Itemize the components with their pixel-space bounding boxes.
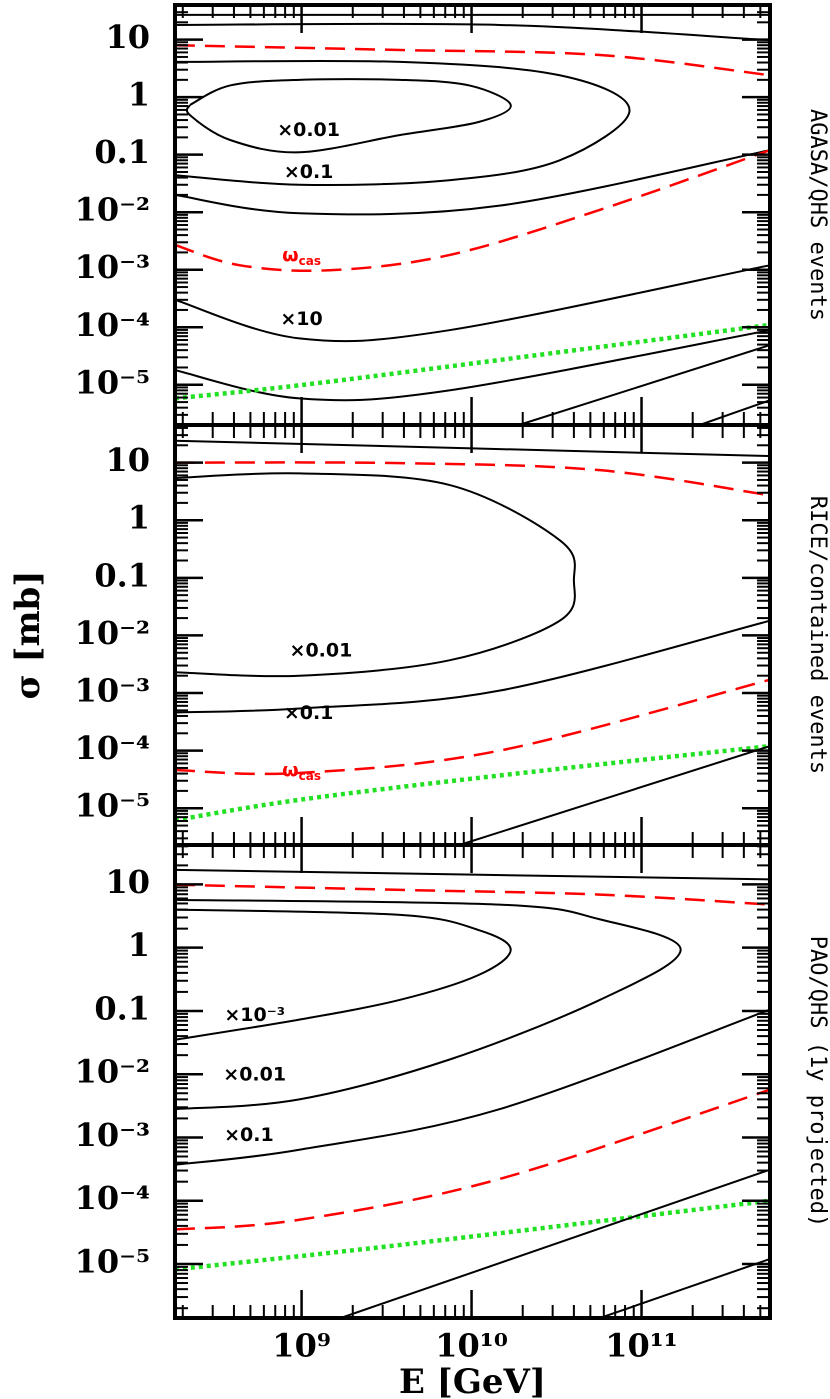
y-tick-label: 0.1: [94, 556, 150, 594]
contour-line: [175, 1088, 770, 1231]
annotation-text: ×10⁻³: [224, 1003, 285, 1025]
contour-line: [175, 619, 770, 714]
contour-line: [185, 78, 512, 154]
plot-area: [175, 439, 770, 845]
contour-line: [175, 322, 770, 401]
y-tick-label: 10: [105, 18, 150, 56]
contour-line: [175, 148, 770, 273]
panel: 10 1 0.1 10⁻² 10⁻³ 10⁻⁴ 10⁻⁵ ×0.01 ×0.1 ωcas RICE/…: [8, 423, 830, 847]
y-tick-label: 10⁻⁵: [75, 363, 150, 401]
contour-line: [175, 59, 631, 186]
annotation-text: ×0.1: [284, 161, 334, 183]
contour-line: [175, 898, 682, 1111]
panel-title: PAO/QHS (1y projected): [805, 936, 830, 1227]
annotation: ×10⁻³: [224, 1003, 285, 1025]
annotation: ×0.1: [224, 1123, 274, 1145]
plot-frame: [173, 843, 772, 1320]
y-tick-label: 10⁻⁵: [75, 1242, 150, 1280]
contour-line: [175, 1008, 770, 1166]
y-tick-label: 1: [128, 926, 150, 964]
annotation: ×0.01: [277, 118, 340, 140]
contour-line: [175, 908, 512, 1041]
y-tick-label: 10⁻⁴: [75, 1179, 150, 1217]
contour-line: [518, 344, 770, 425]
annotation: ωcas: [282, 244, 321, 268]
contour-line: [175, 149, 770, 216]
y-tick-label: 10⁻²: [75, 1053, 150, 1091]
annotation-subscript: cas: [299, 769, 321, 783]
y-tick-label: 0.1: [94, 989, 150, 1027]
annotation-text: ×0.01: [277, 118, 340, 140]
y-tick-label: 0.1: [94, 133, 150, 171]
annotation: ×0.01: [290, 639, 353, 661]
contour-line: [175, 22, 770, 42]
annotation-text: ω: [282, 244, 299, 266]
x-tick-label: 10¹⁰: [435, 1327, 508, 1365]
contour-line: [175, 264, 770, 343]
annotation: ×0.1: [284, 702, 334, 724]
contour-line: [340, 1168, 770, 1318]
y-tick-label: 10⁻³: [75, 1116, 150, 1154]
contour-line: [175, 868, 770, 881]
annotation-subscript: cas: [299, 254, 321, 268]
annotation-text: ω: [282, 759, 299, 781]
y-tick-label: 10⁻³: [75, 248, 150, 286]
contour-line: [175, 743, 770, 823]
y-tick-label: 10⁻²: [75, 191, 150, 229]
y-tick-label: 1: [128, 76, 150, 114]
contour-line: [175, 461, 770, 497]
contour-line: [175, 329, 770, 402]
plot-frame: [173, 423, 772, 847]
x-tick-label: 10⁹: [272, 1327, 331, 1365]
annotation: ×10: [280, 307, 322, 329]
contour-line: [175, 43, 770, 77]
annotation-text: ×0.1: [224, 1123, 274, 1145]
contour-line: [459, 745, 770, 845]
annotation-text: ×0.01: [223, 1063, 286, 1085]
x-axis-label: E [GeV]: [399, 1362, 546, 1399]
panel: 10 1 0.1 10⁻² 10⁻³ 10⁻⁴ 10⁻⁵ ×0.01 ×0.1 ωcas ×10 AG…: [75, 3, 830, 427]
panel: 10 1 0.1 10⁻² 10⁻³ 10⁻⁴ 10⁻⁵ 10⁹ 10¹⁰ 10¹¹ ×10⁻³ ×0…: [75, 843, 830, 1399]
annotation-text: ×10: [280, 307, 322, 329]
x-tick-label: 10¹¹: [605, 1327, 678, 1365]
annotation-text: ×0.1: [284, 702, 334, 724]
contour-line: [175, 472, 576, 678]
y-tick-label: 10: [105, 863, 150, 901]
contour-line: [175, 678, 770, 776]
annotation: ωcas: [282, 759, 321, 783]
y-tick-label: 1: [128, 499, 150, 537]
y-axis-label: σ [mb]: [8, 571, 48, 700]
y-tick-label: 10⁻³: [75, 672, 150, 710]
annotation-text: ×0.01: [290, 639, 353, 661]
y-tick-label: 10⁻⁵: [75, 787, 150, 825]
panel-title: RICE/contained events: [805, 496, 830, 774]
plot-area: [175, 868, 770, 1318]
y-tick-label: 10: [105, 441, 150, 479]
y-tick-label: 10⁻²: [75, 614, 150, 652]
plot-area: [175, 13, 770, 425]
annotation: ×0.01: [223, 1063, 286, 1085]
panel-title: AGASA/QHS events: [805, 109, 830, 321]
contour-line: [175, 883, 770, 906]
y-tick-label: 10⁻⁴: [75, 306, 150, 344]
contour-line: [175, 1198, 770, 1272]
annotation: ×0.1: [284, 161, 334, 183]
y-tick-label: 10⁻⁴: [75, 729, 150, 767]
